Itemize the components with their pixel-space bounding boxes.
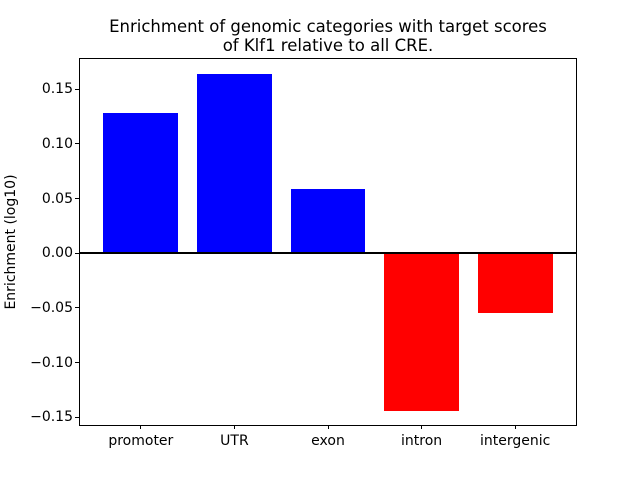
y-tick-mark bbox=[75, 416, 79, 418]
y-tick-mark bbox=[75, 252, 79, 254]
y-tick-label: 0.10 bbox=[41, 135, 73, 152]
plot-area: promoter UTR exon intron intergenic 0.15 0.10 0… bbox=[30, 58, 577, 449]
chart-title: Enrichment of genomic categories with ta… bbox=[109, 17, 547, 55]
y-tick-label: −0.05 bbox=[30, 299, 73, 316]
x-tick-label-UTR: UTR bbox=[220, 433, 249, 449]
x-tick-mark bbox=[421, 425, 423, 429]
x-tick-label-exon: exon bbox=[311, 433, 345, 449]
bar-intron bbox=[384, 253, 459, 411]
x-tick-label-intron: intron bbox=[401, 433, 443, 449]
bar-UTR bbox=[196, 73, 272, 254]
y-tick-mark bbox=[75, 143, 79, 145]
x-tick-label-intergenic: intergenic bbox=[479, 433, 551, 449]
y-tick-label: 0.05 bbox=[41, 190, 73, 207]
y-tick-mark bbox=[75, 88, 79, 90]
y-tick-label: 0.00 bbox=[41, 245, 73, 262]
x-tick-label-promoter: promoter bbox=[108, 433, 174, 449]
bar-exon bbox=[290, 188, 366, 254]
bar-promoter bbox=[103, 113, 179, 254]
x-tick-mark bbox=[514, 425, 516, 429]
y-tick-label: −0.15 bbox=[30, 409, 73, 426]
zero-line bbox=[80, 251, 576, 255]
y-tick-mark bbox=[75, 362, 79, 364]
y-tick-label: −0.10 bbox=[30, 354, 73, 371]
x-tick-mark bbox=[233, 425, 235, 429]
y-axis-label: Enrichment (log10) bbox=[3, 174, 19, 310]
y-tick-label: 0.15 bbox=[41, 81, 73, 98]
x-tick-mark bbox=[140, 425, 142, 429]
x-tick-mark bbox=[327, 425, 329, 429]
y-tick-mark bbox=[75, 307, 79, 309]
bar-intergenic bbox=[477, 253, 553, 314]
y-tick-mark bbox=[75, 198, 79, 199]
